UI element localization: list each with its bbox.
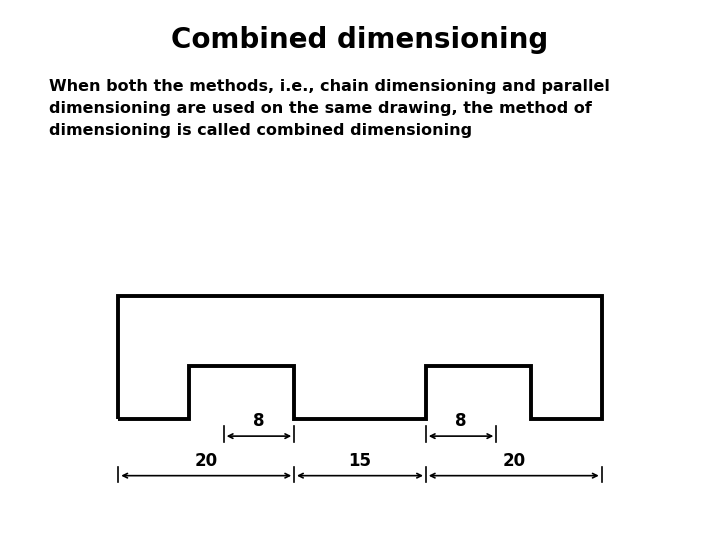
Text: 8: 8 <box>455 412 467 430</box>
Text: When both the methods, i.e., chain dimensioning and parallel
dimensioning are us: When both the methods, i.e., chain dimen… <box>49 79 610 138</box>
Text: 20: 20 <box>503 451 526 469</box>
Text: 8: 8 <box>253 412 265 430</box>
Text: Combined dimensioning: Combined dimensioning <box>171 26 549 55</box>
Text: 15: 15 <box>348 451 372 469</box>
Text: 20: 20 <box>194 451 217 469</box>
